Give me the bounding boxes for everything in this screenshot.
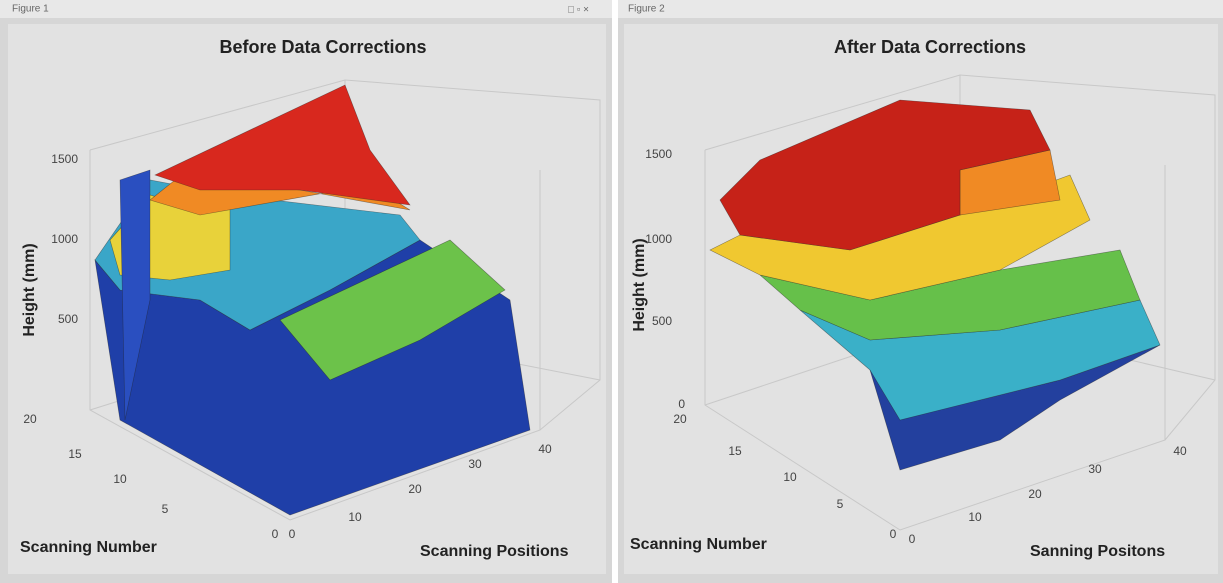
x-tick-label: 0 [272,527,279,541]
plot-title: Before Data Corrections [219,37,426,57]
y-tick-label: 20 [408,482,422,496]
x-tick-label: 15 [68,447,82,461]
z-tick-label: 500 [652,314,672,328]
y-tick-label: 30 [468,457,482,471]
x-tick-label: 5 [162,502,169,516]
title-bar [618,0,1223,18]
title-bar [0,0,612,18]
x-axis-label: Scanning Number [20,539,157,556]
window-tab: Figure 2 [628,4,665,15]
y-axis-label: Sanning Positons [1030,543,1165,560]
y-tick-label: 0 [289,527,296,541]
x-tick-label: 5 [837,497,844,511]
x-tick-label: 20 [673,412,687,426]
window-controls[interactable]: □ ▫ × [568,5,589,16]
z-tick-label: 500 [58,312,78,326]
z-tick-label: 1500 [51,152,78,166]
x-tick-label: 10 [113,472,127,486]
x-tick-label: 15 [728,444,742,458]
x-tick-label: 20 [23,412,37,426]
y-tick-label: 20 [1028,487,1042,501]
y-axis-label: Scanning Positions [420,543,569,560]
y-tick-label: 30 [1088,462,1102,476]
x-tick-label: 10 [783,470,797,484]
x-tick-label: 0 [890,527,897,541]
y-tick-label: 0 [909,532,916,546]
window-tab: Figure 1 [12,4,49,15]
y-tick-label: 40 [538,442,552,456]
y-tick-label: 10 [348,510,362,524]
surface [709,99,1161,471]
y-tick-label: 10 [968,510,982,524]
plot-title: After Data Corrections [834,37,1026,57]
z-axis-label: Height (mm) [21,243,38,336]
x-axis-label: Scanning Number [630,536,767,553]
z-tick-label: 1000 [645,232,672,246]
z-tick-label: 1500 [645,147,672,161]
z-tick-label: 1000 [51,232,78,246]
surface [94,84,531,516]
y-tick-label: 40 [1173,444,1187,458]
z-axis-label: Height (mm) [631,238,648,331]
z-tick-label: 0 [678,397,685,411]
